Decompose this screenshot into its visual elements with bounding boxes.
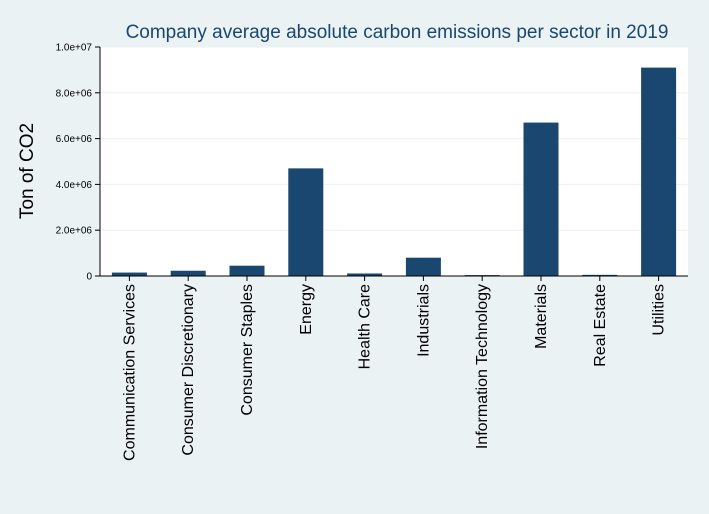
y-tick-label: 1.0e+07 — [56, 43, 93, 54]
bar-real-estate — [582, 274, 618, 276]
chart-title: Company average absolute carbon emission… — [126, 22, 669, 43]
bar-industrials — [405, 257, 441, 276]
x-tick-label: Information Technology — [474, 284, 491, 449]
y-axis-label: Ton of CO2 — [17, 123, 38, 219]
bar-consumer-staples — [229, 265, 265, 276]
x-tick-labels: Communication Services Consumer Discretio… — [121, 284, 667, 461]
x-tick-label: Energy — [298, 284, 315, 335]
x-tick-label: Real Estate — [592, 284, 609, 367]
y-tick-label: 4.0e+06 — [56, 180, 93, 191]
y-tick-label: 8.0e+06 — [56, 88, 93, 99]
bar-materials — [523, 122, 559, 276]
x-tick-label: Consumer Staples — [239, 284, 256, 416]
bar-energy — [288, 168, 324, 276]
axes — [95, 46, 688, 281]
y-tick-label: 2.0e+06 — [56, 226, 93, 237]
bars — [111, 67, 677, 276]
bar-communication-services — [111, 272, 147, 276]
gridlines — [100, 46, 688, 231]
x-tick-label: Health Care — [357, 284, 374, 369]
bar-consumer-discretionary — [170, 270, 206, 276]
y-tick-label: 0 — [86, 272, 92, 283]
x-tick-label: Communication Services — [121, 284, 138, 461]
bar-utilities — [641, 67, 677, 276]
x-tick-label: Materials — [533, 284, 550, 349]
bar-health-care — [347, 273, 383, 276]
y-tick-label: 6.0e+06 — [56, 134, 93, 145]
y-tick-labels: 0 2.0e+06 4.0e+06 6.0e+06 8.0e+06 1.0e+07 — [56, 43, 93, 283]
x-tick-label: Consumer Discretionary — [180, 284, 197, 456]
plot-area — [100, 47, 688, 276]
x-tick-label: Utilities — [651, 284, 668, 336]
x-tick-label: Industrials — [415, 284, 432, 357]
